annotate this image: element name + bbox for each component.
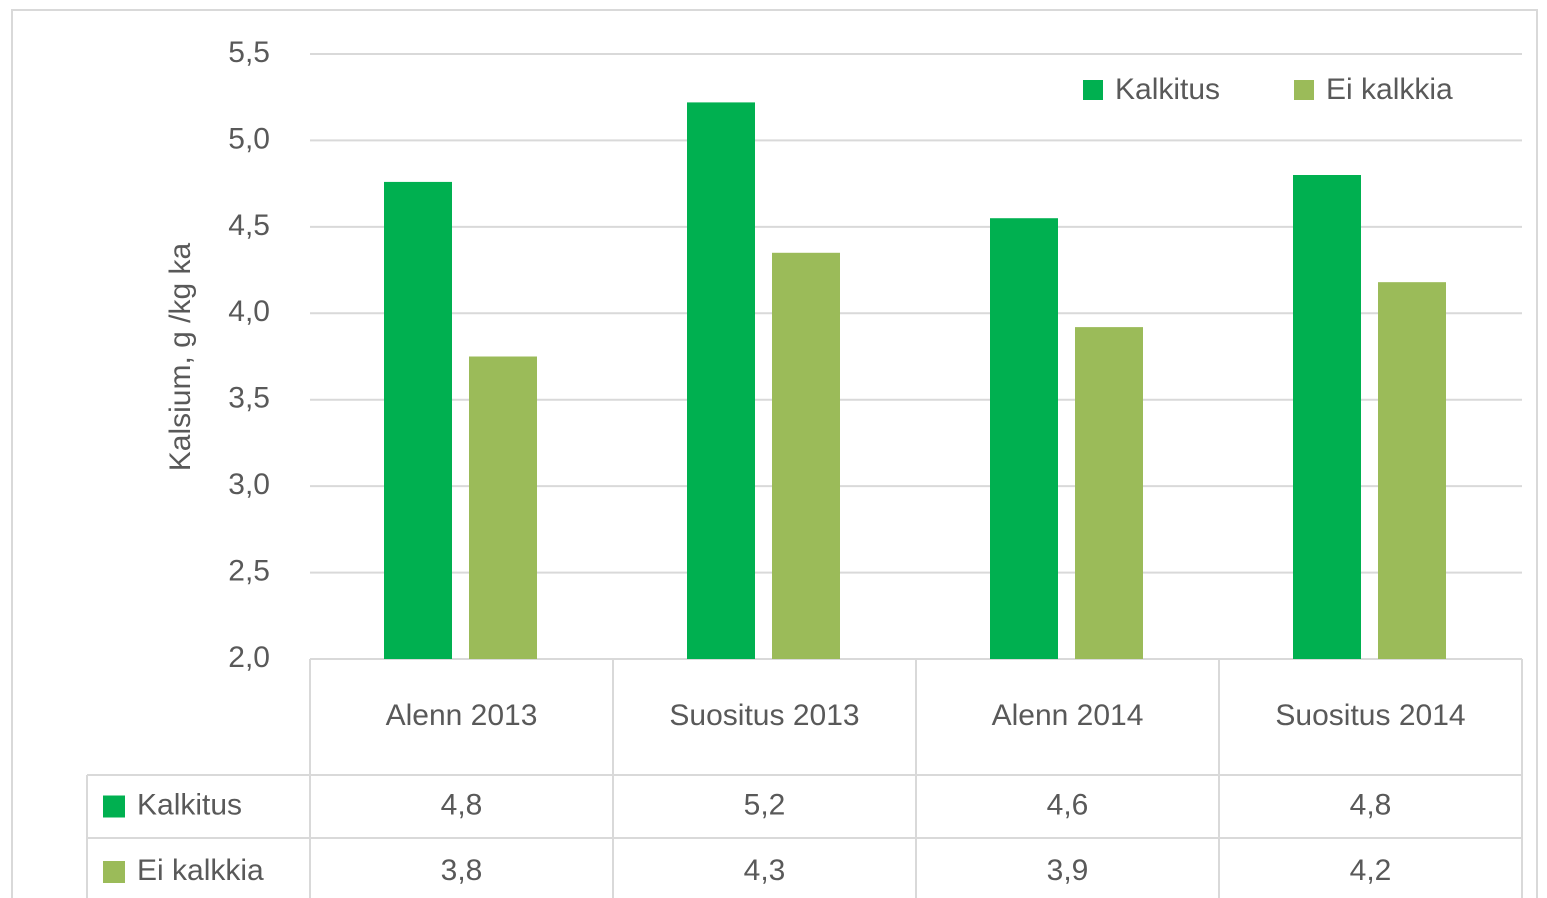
table-series-name: Kalkitus xyxy=(137,788,242,821)
bar xyxy=(772,252,840,660)
x-tick-label: Alenn 2013 xyxy=(386,699,538,732)
x-tick-label: Suositus 2013 xyxy=(669,699,859,732)
chart-border xyxy=(11,9,1538,898)
legend-key xyxy=(1083,80,1103,100)
table-value: 3,8 xyxy=(441,854,483,887)
table-value: 4,6 xyxy=(1047,788,1089,821)
legend-label: Ei kalkkia xyxy=(1326,73,1453,106)
bar xyxy=(990,218,1058,659)
bar xyxy=(1293,175,1361,659)
bar xyxy=(687,102,755,659)
x-tick-label: Alenn 2014 xyxy=(992,699,1144,732)
y-tick-label: 5,5 xyxy=(228,36,270,69)
bar xyxy=(1378,282,1446,659)
table-value: 3,9 xyxy=(1047,854,1089,887)
bar xyxy=(469,356,537,659)
y-tick-label: 3,5 xyxy=(228,382,270,415)
table-legend-key xyxy=(103,861,125,883)
y-tick-label: 2,5 xyxy=(228,554,270,587)
x-tick-label: Suositus 2014 xyxy=(1275,699,1465,732)
table-value: 4,8 xyxy=(441,788,483,821)
table-value: 5,2 xyxy=(744,788,786,821)
y-axis-label: Kalsium, g /kg ka xyxy=(164,242,197,471)
table-value: 4,8 xyxy=(1350,788,1392,821)
bar xyxy=(1075,327,1143,659)
y-tick-label: 3,0 xyxy=(228,468,270,501)
table-legend-key xyxy=(103,795,125,818)
table-value: 4,3 xyxy=(744,854,786,887)
y-tick-label: 2,0 xyxy=(228,641,270,674)
bar xyxy=(384,181,452,659)
legend-label: Kalkitus xyxy=(1115,73,1220,106)
y-tick-label: 5,0 xyxy=(228,122,270,155)
table-value: 4,2 xyxy=(1350,854,1392,887)
y-tick-label: 4,0 xyxy=(228,295,270,328)
legend-key xyxy=(1294,80,1314,100)
y-tick-label: 4,5 xyxy=(228,209,270,242)
table-series-name: Ei kalkkia xyxy=(137,854,264,887)
